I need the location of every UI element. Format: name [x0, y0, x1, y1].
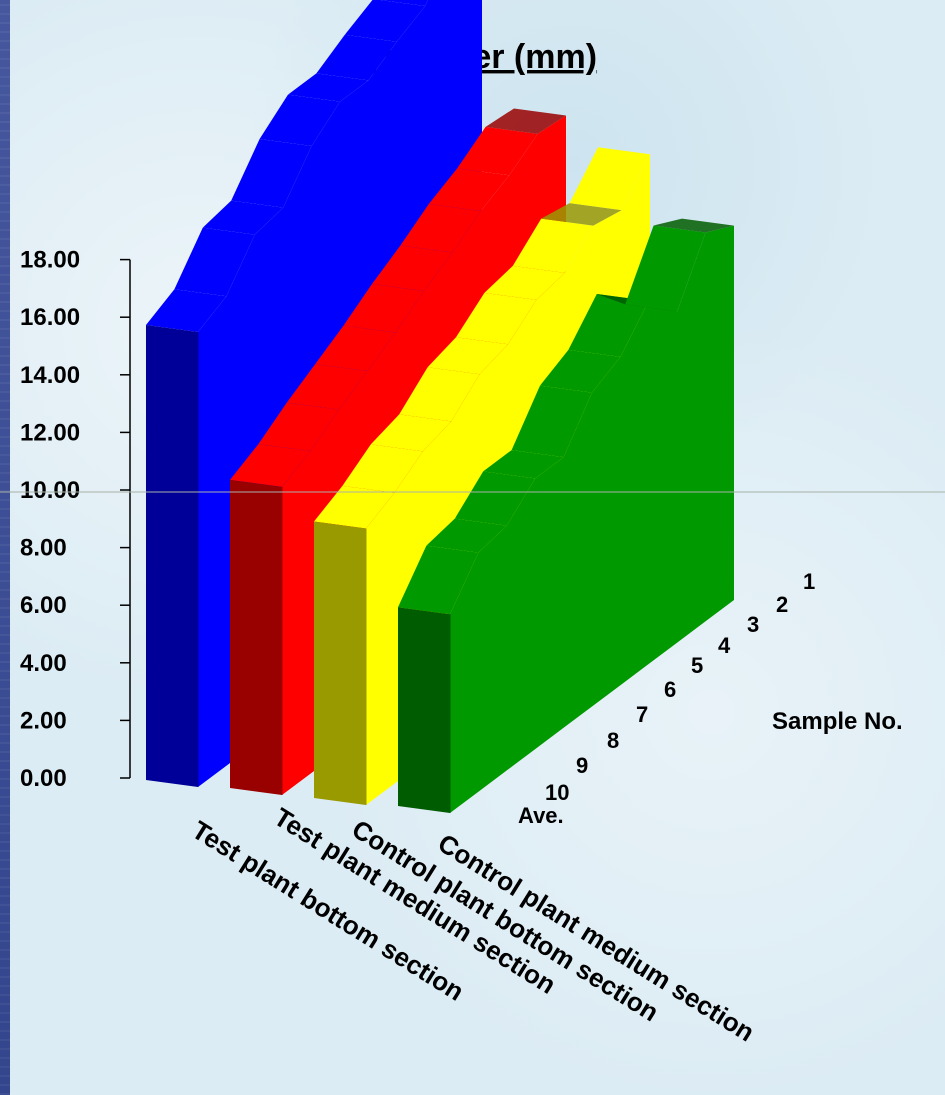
series-top-segment	[370, 414, 452, 452]
series-top-segment	[625, 225, 706, 312]
series-top-segment	[286, 364, 368, 410]
depth-tick-label: 2	[776, 592, 788, 617]
series-front-face	[146, 324, 198, 787]
series-top-segment	[146, 289, 227, 332]
series-top-segment	[427, 337, 508, 375]
series-top-segment	[568, 294, 649, 357]
y-tick-label: 10.00	[20, 477, 80, 504]
series-top-segment	[398, 545, 479, 615]
series-top-segment	[202, 200, 284, 235]
depth-tick-label: 6	[664, 677, 676, 702]
series-top-segment	[400, 204, 481, 253]
series-top-segment	[231, 138, 312, 208]
series-front-face	[398, 607, 450, 813]
series-top-segment	[174, 227, 255, 297]
series-top-segment	[483, 450, 564, 479]
series-top-segment	[230, 444, 311, 487]
series-top-segment	[541, 203, 622, 226]
depth-tick-label: 7	[636, 702, 648, 727]
y-tick-label: 14.00	[20, 362, 80, 389]
series-top-segment	[454, 471, 536, 526]
y-axis: 0.00 2.00 4.00 6.00 8.00 10.00 12.00 14.00 16.00…	[20, 247, 131, 792]
series-front-face	[314, 521, 366, 805]
series-top-segment	[457, 126, 538, 176]
depth-tick-label: 9	[576, 753, 588, 778]
series-top-segment	[512, 218, 594, 273]
series-top-segment	[540, 349, 621, 393]
series-top-segment	[426, 518, 507, 553]
series-top-segment	[399, 367, 480, 422]
depth-tick-label: 4	[718, 633, 731, 658]
series-top-segment	[456, 292, 537, 345]
y-tick-label: 4.00	[20, 650, 67, 677]
series-top-segment	[344, 0, 426, 42]
category-label: Control plant bottom section	[347, 814, 664, 1028]
series-top-segment	[315, 325, 396, 372]
series-top-segment	[314, 485, 395, 529]
y-tick-label: 12.00	[20, 419, 80, 446]
series-top-segment	[342, 444, 423, 493]
y-tick-label: 16.00	[20, 304, 80, 331]
depth-tick-label: 8	[607, 728, 619, 753]
ribbons	[146, 0, 734, 814]
depth-tick-label: 5	[691, 653, 703, 678]
series-top-segment	[288, 73, 369, 102]
series-top-segment	[258, 402, 339, 452]
depth-tick-label: Ave.	[518, 803, 564, 828]
series-top-segment	[511, 385, 592, 458]
series-top-segment	[259, 94, 340, 146]
series-front-face	[230, 479, 282, 795]
y-tick-label: 0.00	[20, 765, 67, 792]
series-top-segment	[343, 284, 424, 333]
depth-tick-label: 3	[747, 612, 759, 637]
depth-tick-label: 1	[803, 569, 815, 594]
series-top-segment	[372, 245, 453, 292]
y-tick-label: 2.00	[20, 707, 67, 734]
series-top-segment	[653, 218, 734, 233]
y-tick-label: 18.00	[20, 247, 80, 274]
series-side-wall	[450, 225, 734, 814]
depth-tick-label: 10	[545, 780, 569, 805]
y-tick-label: 6.00	[20, 592, 67, 619]
series-top-segment	[485, 108, 566, 134]
series-top-segment	[380, 0, 428, 7]
series-top-segment	[316, 34, 397, 81]
series-top-segment	[484, 265, 565, 300]
y-tick-label: 8.00	[20, 535, 67, 562]
series-ribbon	[398, 218, 734, 814]
depth-axis-label: Sample No.	[772, 708, 903, 735]
series-top-segment	[428, 168, 510, 212]
series-top-segment	[569, 147, 650, 211]
